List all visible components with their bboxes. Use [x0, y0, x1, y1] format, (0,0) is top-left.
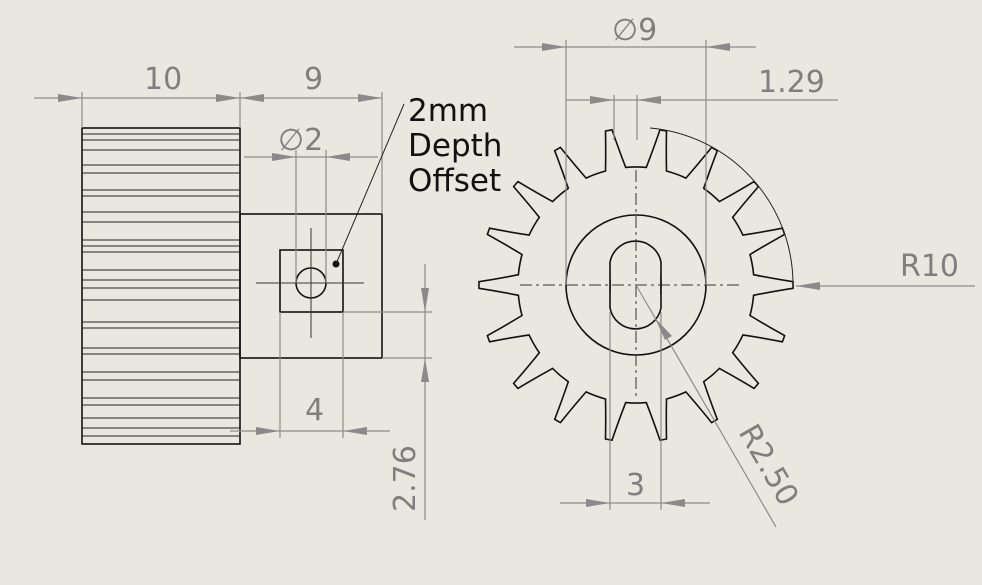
side-view: 10 9 ∅2 4	[34, 62, 502, 520]
dim-bore-diameter: ∅9	[514, 13, 756, 285]
dim-gear-width: 10	[34, 62, 382, 128]
dim-outer-radius: R10	[649, 127, 975, 290]
dim-gear-width-text: 10	[144, 62, 182, 97]
dim-flat-width: 3	[560, 312, 710, 510]
dim-square-width-text: 4	[305, 393, 324, 428]
dim-hole-diameter: ∅2	[244, 123, 378, 283]
gear-body-side	[81, 127, 241, 445]
dim-shaft-radius-text: R2.50	[731, 419, 805, 512]
front-view: ∅9 1.29 R10 3	[478, 13, 975, 528]
dim-square-width: 4	[230, 312, 390, 438]
dim-bore-diameter-text: ∅9	[612, 13, 657, 48]
dim-hub-length: 9	[304, 62, 383, 214]
dim-tooth-width-text: 1.29	[758, 65, 825, 100]
note-line2: Depth	[408, 128, 502, 164]
dim-hub-length-text: 9	[304, 62, 323, 97]
note-line1: 2mm	[408, 93, 488, 129]
dim-hole-offset: 2.76	[343, 264, 432, 520]
hub-side	[239, 213, 383, 359]
dim-hole-offset-text: 2.76	[388, 445, 423, 512]
depth-offset-note: 2mm Depth Offset	[335, 93, 502, 265]
dim-tooth-width: 1.29	[566, 65, 838, 140]
gear-profile	[478, 128, 794, 442]
dim-flat-width-text: 3	[626, 468, 645, 503]
gear-tooth-lines	[82, 133, 240, 437]
dim-hole-diameter-text: ∅2	[278, 123, 323, 158]
dim-outer-radius-text: R10	[900, 249, 959, 284]
note-line3: Offset	[408, 163, 501, 199]
